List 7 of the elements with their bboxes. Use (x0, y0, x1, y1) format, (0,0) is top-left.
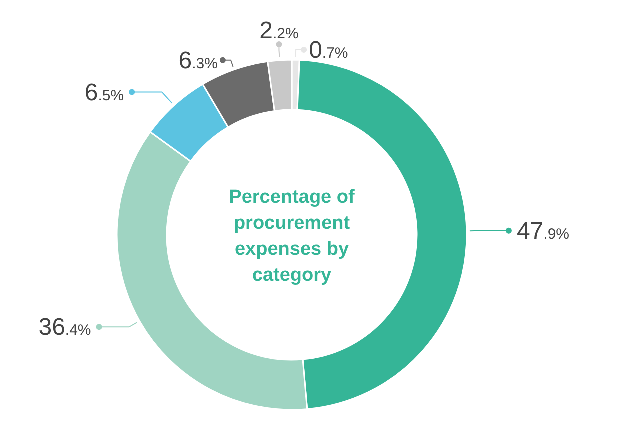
data-label: 6.3% (178, 47, 218, 74)
data-label: 6.5% (84, 79, 124, 106)
data-label: 36.4% (38, 314, 92, 342)
text: Percentage of procurement expenses by category (229, 187, 356, 286)
data-label: 47.9% (516, 218, 570, 245)
data-label: 0.7% (309, 37, 348, 64)
data-label: 2.2% (260, 17, 299, 44)
